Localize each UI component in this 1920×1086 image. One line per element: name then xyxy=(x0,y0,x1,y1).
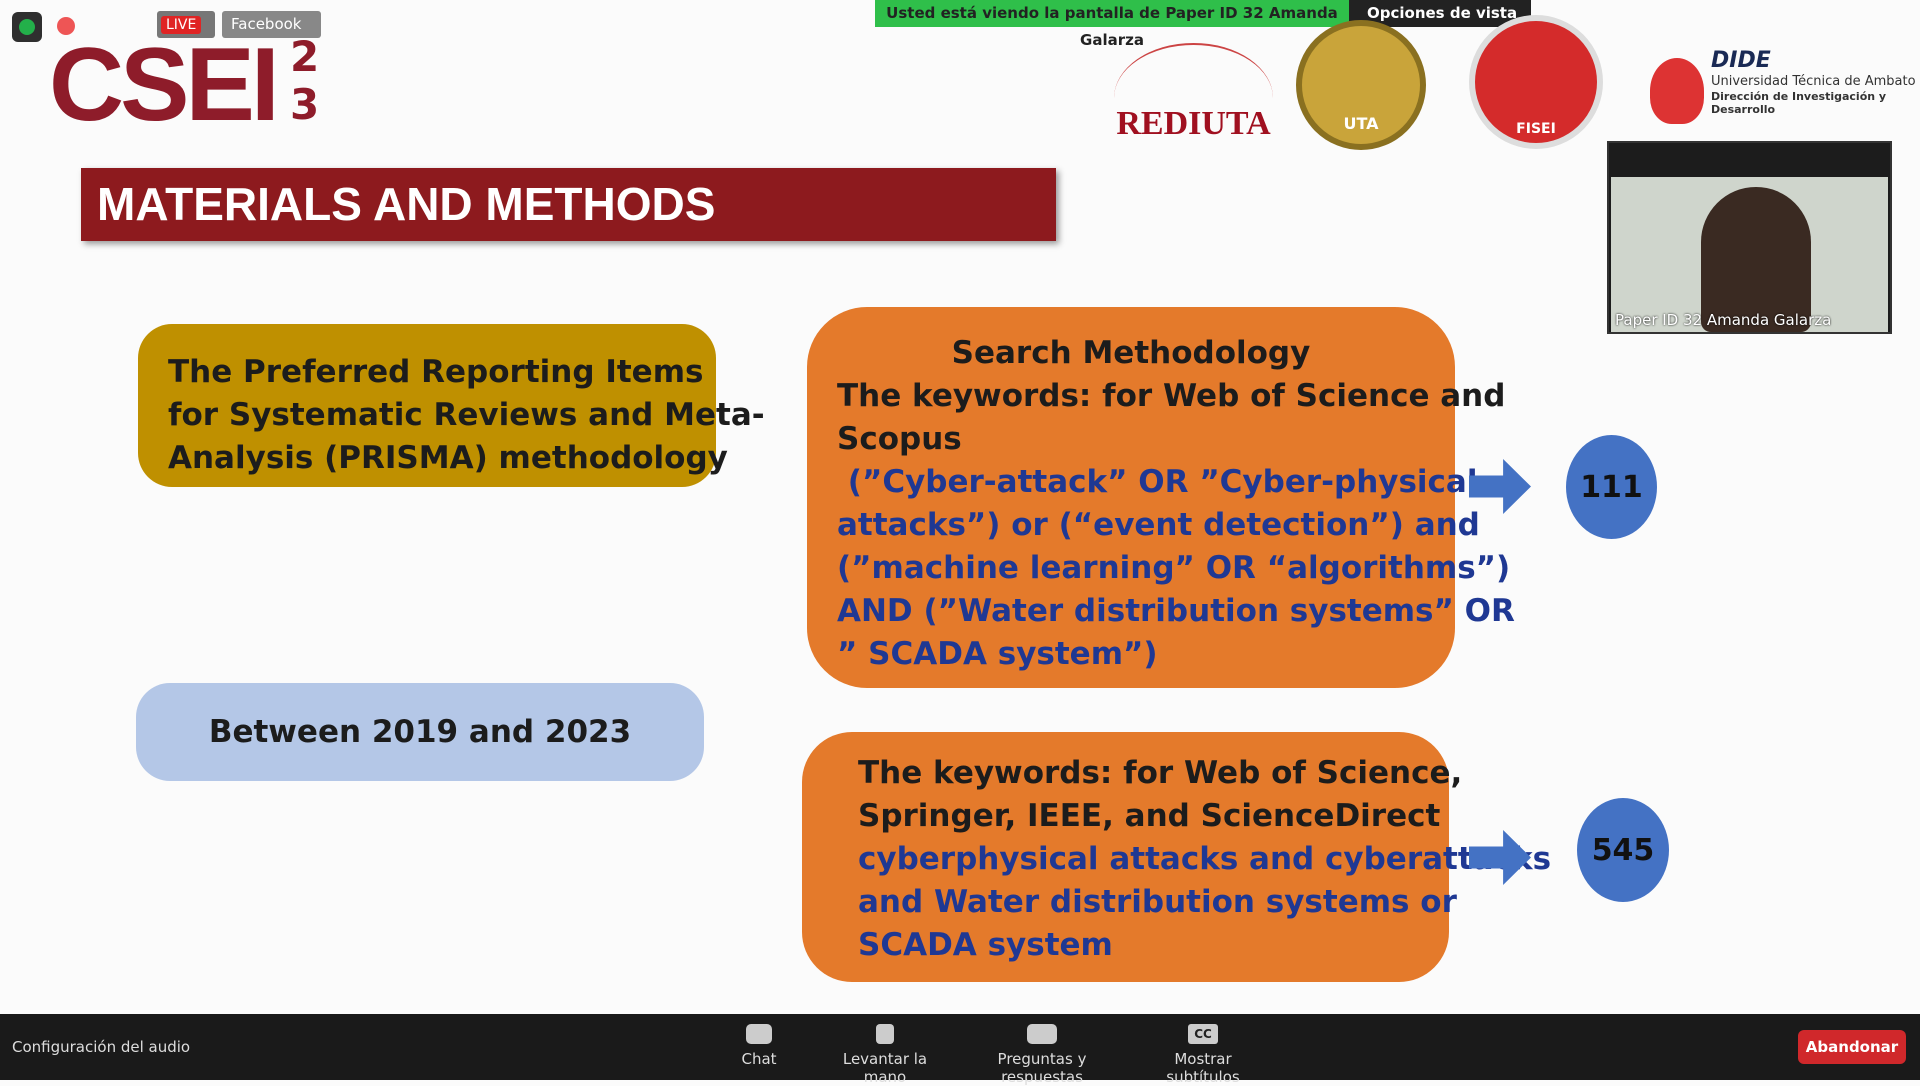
logo-sub: 3 xyxy=(290,80,320,129)
dide-flask xyxy=(1650,58,1704,124)
chat-label: Chat xyxy=(741,1050,777,1068)
qa-label: Preguntas y respuestas xyxy=(997,1050,1087,1086)
raise-hand-button[interactable]: Levantar la mano xyxy=(820,1024,950,1086)
leave-button[interactable]: Abandonar xyxy=(1798,1030,1906,1064)
video-tile[interactable]: Paper ID 32 Amanda Galarza xyxy=(1607,141,1892,334)
rediuta: REDIUTA xyxy=(1116,105,1271,142)
dide-line1: Universidad Técnica de Ambato xyxy=(1711,74,1916,89)
arrow xyxy=(1469,459,1531,514)
video-feed xyxy=(1611,177,1888,332)
keywords-line: The keywords: for Web of Science and xyxy=(837,378,1506,414)
search-heading: Search Methodology xyxy=(951,335,1311,371)
keywords-line: Scopus xyxy=(837,421,962,457)
logo-csei: CSEI xyxy=(49,27,280,143)
audio-settings[interactable]: Configuración del audio xyxy=(12,1038,191,1056)
prisma-line: Analysis (PRISMA) methodology xyxy=(168,440,728,476)
query-line: SCADA system xyxy=(858,927,1113,963)
qa-button[interactable]: Preguntas y respuestas xyxy=(962,1024,1122,1086)
query-line: AND (”Water distribution systems” OR xyxy=(837,593,1515,629)
dide: DIDE xyxy=(1711,48,1771,73)
platform[interactable]: Facebook xyxy=(222,11,321,38)
logo-fisei: FISEI xyxy=(1469,15,1603,149)
query-line: and Water distribution systems or xyxy=(858,884,1457,920)
search-box: Search Methodology The keywords: for Web… xyxy=(807,307,1515,688)
chat-button[interactable]: Chat xyxy=(729,1024,789,1068)
query-line: attacks”) or (“event detection”) and xyxy=(837,507,1480,543)
participant xyxy=(1701,187,1811,332)
live-badge: LIVE xyxy=(157,11,215,38)
share-banner: Usted está viendo la pantalla de Paper I… xyxy=(875,0,1349,49)
result-count: 111 xyxy=(1566,435,1657,539)
security-icon[interactable] xyxy=(12,12,42,42)
prisma-line: for Systematic Reviews and Meta- xyxy=(168,397,765,433)
participant-name: Paper ID 32 Amanda Galarza xyxy=(1615,311,1832,329)
query-line: ” SCADA system”) xyxy=(837,636,1158,672)
search2-box: The keywords: for Web of Science, Springe… xyxy=(802,732,1552,982)
raise-hand-label: Levantar la mano xyxy=(842,1050,928,1086)
record-icon xyxy=(57,17,75,35)
dide-line2: Dirección de Investigación y Desarrollo xyxy=(1711,90,1887,116)
logo-uta: UTA xyxy=(1296,20,1426,150)
prisma-line: The Preferred Reporting Items xyxy=(168,354,704,390)
query-line: cyberphysical attacks and cyberattacks xyxy=(858,841,1552,877)
query-line: (”machine learning” OR “algorithms”) xyxy=(837,550,1511,586)
toolbar: Configuración del audio Chat Levantar la… xyxy=(0,1014,1920,1086)
captions-label: Mostrar subtítulos xyxy=(1166,1050,1240,1086)
prisma-box: The Preferred Reporting Items for Systema… xyxy=(138,324,765,487)
query-line: (”Cyber-attack” OR ”Cyber-physical xyxy=(837,464,1478,500)
period-box: Between 2019 and 2023 xyxy=(136,683,704,781)
keywords-line: Springer, IEEE, and ScienceDirect xyxy=(858,798,1441,834)
slide-title: MATERIALS AND METHODS xyxy=(81,168,1056,241)
result-count: 545 xyxy=(1577,798,1669,902)
captions-button[interactable]: CC Mostrar subtítulos xyxy=(1138,1024,1268,1086)
logo-rediuta: REDIUTA xyxy=(1114,43,1273,153)
logo-sup: 2 xyxy=(290,32,320,81)
keywords-line: The keywords: for Web of Science, xyxy=(858,755,1463,791)
live: LIVE xyxy=(161,16,202,34)
cc-icon: CC xyxy=(1188,1024,1218,1044)
